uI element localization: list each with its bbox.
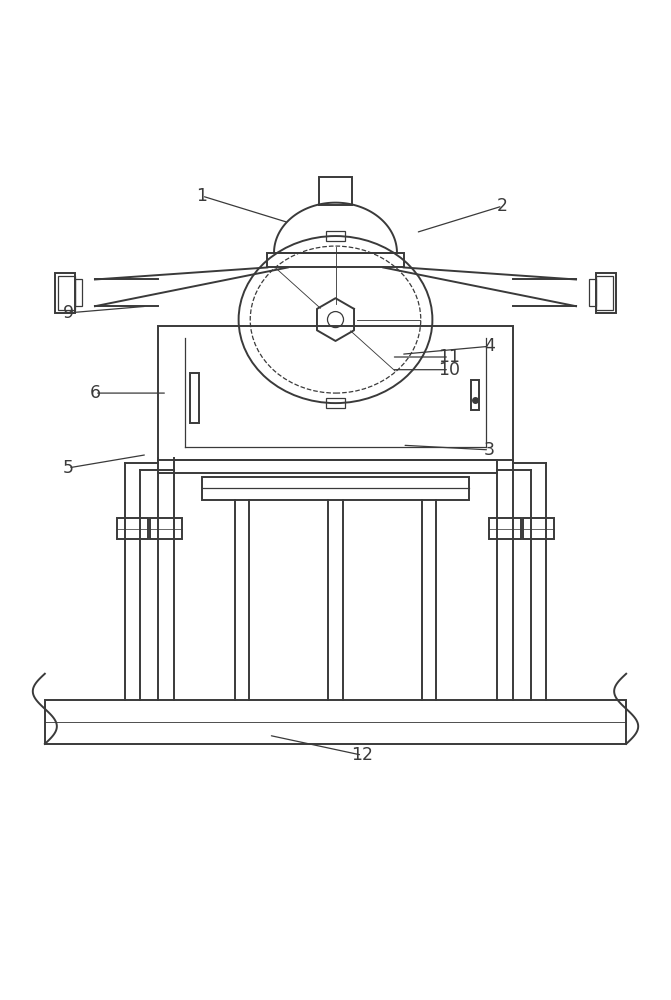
Bar	[489, 518, 521, 539]
Bar	[75, 279, 82, 306]
Text: 9: 9	[62, 304, 74, 322]
Bar	[596, 273, 616, 313]
Bar	[596, 276, 613, 310]
Text: 1: 1	[197, 187, 207, 205]
Text: 10: 10	[438, 361, 460, 379]
Text: 11: 11	[438, 348, 460, 366]
Bar	[191, 373, 199, 423]
Bar	[58, 276, 75, 310]
Text: 2: 2	[497, 197, 508, 215]
Bar	[326, 231, 345, 241]
Text: 4: 4	[484, 337, 495, 355]
Bar	[158, 326, 513, 460]
Bar	[202, 477, 469, 500]
Text: 12: 12	[351, 746, 373, 764]
Bar	[319, 177, 352, 205]
Bar	[471, 380, 479, 410]
Bar	[523, 518, 554, 539]
Text: 3: 3	[484, 441, 495, 459]
Text: 6: 6	[89, 384, 101, 402]
Bar	[55, 273, 75, 313]
Bar	[45, 700, 626, 744]
Bar	[326, 398, 345, 408]
Bar	[117, 518, 148, 539]
Bar	[589, 279, 596, 306]
Bar	[150, 518, 182, 539]
Text: 5: 5	[62, 459, 74, 477]
Bar	[267, 253, 404, 267]
